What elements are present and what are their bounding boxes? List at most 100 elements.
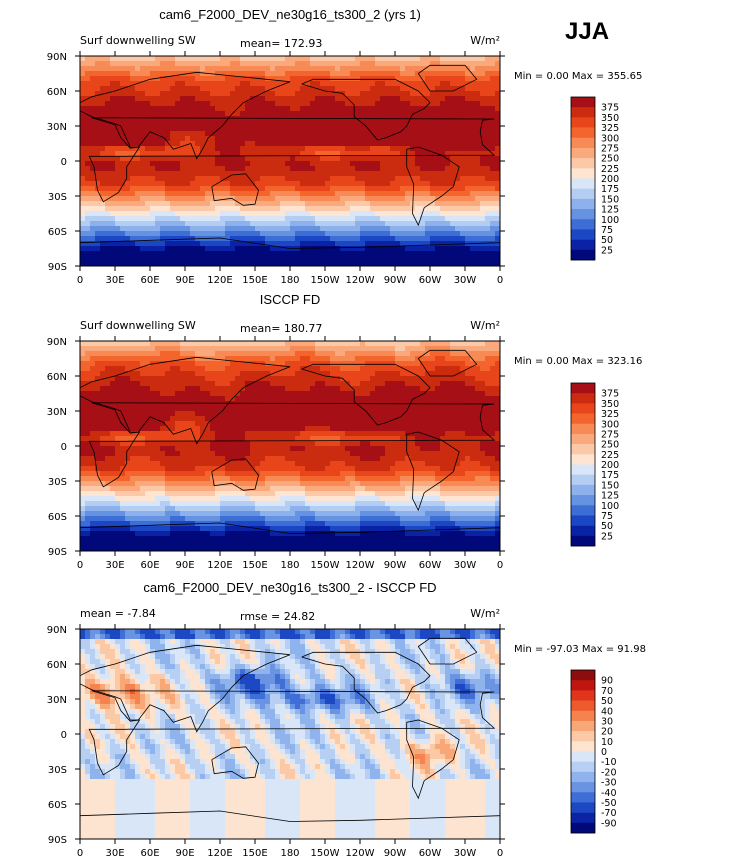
field-cell — [395, 216, 401, 222]
coastline — [79, 71, 291, 160]
field-cell — [285, 136, 291, 142]
field-cell — [230, 241, 236, 247]
field-cell — [475, 251, 481, 257]
field-cell — [435, 351, 441, 357]
field-cell — [160, 66, 166, 72]
field-cell — [385, 351, 391, 357]
field-cell — [85, 246, 91, 252]
colorbar-swatch — [571, 209, 595, 220]
field-cell — [165, 206, 171, 212]
field-cell — [225, 366, 231, 372]
field-cell — [110, 106, 116, 112]
field-cell — [445, 111, 451, 117]
field-cell — [200, 201, 206, 207]
field-cell — [325, 106, 331, 112]
field-cell — [335, 171, 341, 177]
field-cell — [355, 176, 361, 182]
field-cell — [305, 256, 311, 262]
field-cell — [320, 231, 326, 237]
field-cell — [85, 391, 91, 397]
field-cell — [480, 96, 486, 102]
field-cell — [375, 216, 381, 222]
field-cell — [475, 191, 481, 197]
field-cell — [395, 121, 401, 127]
field-cell — [205, 91, 211, 97]
field-cell — [460, 81, 466, 87]
field-cell — [410, 171, 416, 177]
field-cell — [150, 241, 156, 247]
field-cell — [285, 361, 291, 367]
field-cell — [270, 221, 276, 227]
field-cell — [435, 391, 441, 397]
field-cell — [420, 186, 426, 192]
field-cell — [460, 376, 466, 382]
field-cell — [385, 56, 391, 62]
field-cell — [470, 101, 476, 107]
field-cell — [440, 251, 446, 257]
field-cell — [450, 241, 456, 247]
field-cell — [210, 351, 216, 357]
field-cell — [270, 61, 276, 67]
field-cell — [180, 396, 186, 402]
field-cell — [160, 416, 166, 422]
field-cell — [145, 56, 151, 62]
field-cell — [120, 196, 126, 202]
field-cell — [140, 221, 146, 227]
field-cell — [265, 166, 271, 172]
field-cell — [140, 346, 146, 352]
field-cell — [295, 181, 301, 187]
field-cell — [160, 406, 166, 412]
field-cell — [115, 176, 121, 182]
field-cell — [215, 61, 221, 67]
field-cell — [90, 181, 96, 187]
field-cell — [195, 216, 201, 222]
field-cell — [285, 76, 291, 82]
field-cell — [435, 341, 441, 347]
field-cell — [170, 186, 176, 192]
field-cell — [395, 261, 401, 267]
field-cell — [190, 101, 196, 107]
field-cell — [105, 116, 111, 122]
field-cell — [365, 221, 371, 227]
field-cell — [135, 136, 141, 142]
field-cell — [160, 156, 166, 162]
colorbar-swatch — [571, 249, 595, 261]
field-cell — [180, 66, 186, 72]
field-cell — [480, 76, 486, 82]
field-cell — [260, 171, 266, 177]
field-cell — [430, 81, 436, 87]
field-cell — [345, 196, 351, 202]
field-cell — [385, 66, 391, 72]
field-cell — [285, 416, 291, 422]
field-cell — [335, 361, 341, 367]
field-cell — [455, 211, 461, 217]
field-cell — [210, 216, 216, 222]
field-cell — [195, 196, 201, 202]
field-cell — [480, 361, 486, 367]
field-cell — [485, 166, 491, 172]
field-cell — [280, 91, 286, 97]
field-cell — [425, 161, 431, 167]
field-cell — [390, 216, 396, 222]
field-cell — [480, 256, 486, 262]
field-cell — [265, 396, 271, 402]
field-cell — [430, 206, 436, 212]
field-cell — [405, 191, 411, 197]
field-cell — [330, 411, 336, 417]
field-cell — [410, 411, 416, 417]
field-cell — [395, 156, 401, 162]
field-cell — [335, 396, 341, 402]
field-cell — [390, 361, 396, 367]
field-cell — [85, 151, 91, 157]
field-cell — [330, 181, 336, 187]
field-cell — [390, 396, 396, 402]
field-cell — [270, 186, 276, 192]
field-cell — [195, 71, 201, 77]
field-cell — [225, 76, 231, 82]
field-cell — [205, 351, 211, 357]
field-cell — [165, 76, 171, 82]
field-cell — [455, 406, 461, 412]
field-cell — [285, 171, 291, 177]
field-cell — [330, 226, 336, 232]
field-cell — [365, 376, 371, 382]
